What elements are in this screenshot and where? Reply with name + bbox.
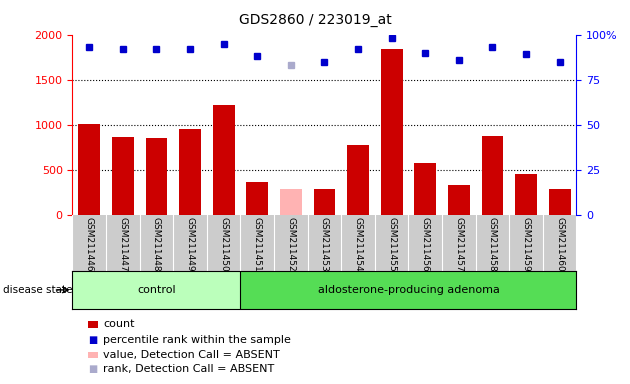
Bar (241, 271, 576, 309)
Text: percentile rank within the sample: percentile rank within the sample (103, 335, 291, 345)
Text: GDS2860 / 223019_at: GDS2860 / 223019_at (239, 13, 391, 27)
Bar (448, 185, 470, 215)
Bar (549, 189, 571, 215)
Text: count: count (103, 319, 135, 329)
Text: GSM211452: GSM211452 (287, 217, 295, 271)
Text: GSM211458: GSM211458 (488, 217, 497, 271)
Text: value, Detection Call = ABSENT: value, Detection Call = ABSENT (103, 350, 280, 360)
Text: GSM211459: GSM211459 (522, 217, 530, 271)
Text: GSM211446: GSM211446 (85, 217, 94, 271)
Bar (112, 137, 134, 215)
Bar (78, 124, 100, 215)
Bar (280, 189, 302, 215)
Text: GSM211454: GSM211454 (353, 217, 362, 271)
Bar (481, 136, 503, 215)
Bar (515, 174, 537, 215)
Text: ■: ■ (89, 335, 98, 345)
Bar (72, 271, 241, 309)
Text: GSM211453: GSM211453 (320, 217, 329, 271)
Bar (179, 129, 201, 215)
Bar (415, 163, 436, 215)
Text: control: control (137, 285, 176, 295)
Text: GSM211457: GSM211457 (454, 217, 463, 271)
Bar (213, 105, 234, 215)
Text: GSM211449: GSM211449 (186, 217, 195, 271)
Text: rank, Detection Call = ABSENT: rank, Detection Call = ABSENT (103, 364, 275, 374)
Bar (246, 182, 268, 215)
Text: GSM211460: GSM211460 (555, 217, 564, 271)
Text: GSM211448: GSM211448 (152, 217, 161, 271)
Text: GSM211451: GSM211451 (253, 217, 261, 271)
Text: aldosterone-producing adenoma: aldosterone-producing adenoma (318, 285, 500, 295)
Bar (381, 49, 403, 215)
Text: GSM211456: GSM211456 (421, 217, 430, 271)
Text: GSM211450: GSM211450 (219, 217, 228, 271)
Text: disease state: disease state (3, 285, 72, 295)
Text: ■: ■ (89, 364, 98, 374)
Text: GSM211455: GSM211455 (387, 217, 396, 271)
Text: GSM211447: GSM211447 (118, 217, 127, 271)
Bar (347, 145, 369, 215)
Bar (146, 138, 168, 215)
Bar (314, 189, 335, 215)
